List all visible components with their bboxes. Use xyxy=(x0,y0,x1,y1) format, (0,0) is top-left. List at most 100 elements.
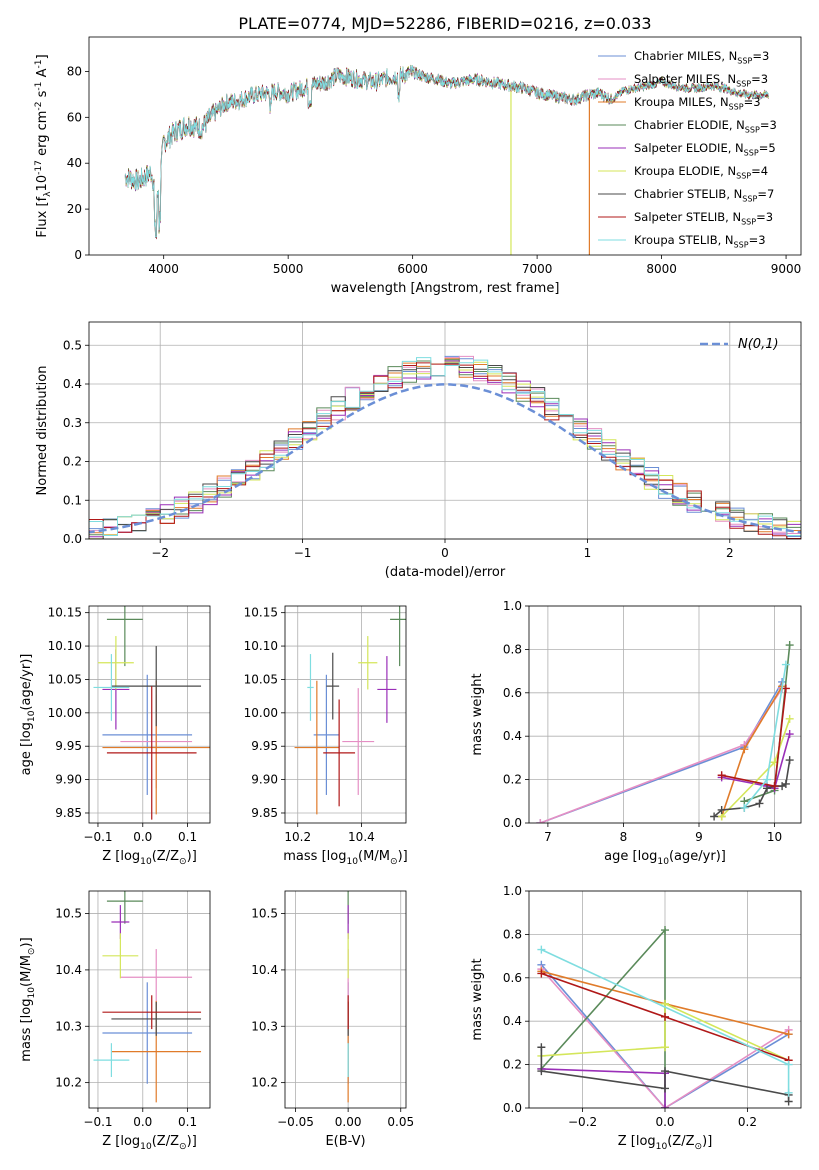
x-axis-label: (data-model)/error xyxy=(385,565,506,580)
weight-marker xyxy=(537,1067,546,1076)
y-tick-label: 1.0 xyxy=(503,599,522,613)
x-tick-label: 10.2 xyxy=(284,830,311,844)
y-tick-label: 0.6 xyxy=(503,686,522,700)
weight-line xyxy=(541,1068,666,1108)
y-tick-label: 10.2 xyxy=(55,1076,82,1090)
y-tick-label: 9.95 xyxy=(251,739,278,753)
y-tick-label: 0.2 xyxy=(503,773,522,787)
x-tick-label: 0.2 xyxy=(738,1115,757,1129)
y-tick-label: 9.85 xyxy=(251,806,278,820)
plot-area xyxy=(294,606,406,815)
weight-marker xyxy=(537,969,546,978)
y-tick-label: 0.4 xyxy=(63,377,82,391)
x-tick-label: 0.1 xyxy=(178,1115,197,1129)
weight-marker xyxy=(717,771,726,780)
x-tick-label: 0.05 xyxy=(387,1115,414,1129)
y-tick-label: 0.0 xyxy=(63,532,82,546)
chart-weight_vs_Z: −0.2 0.0 0.2 0.0 0.2 0.4 0.6 0.8 1.0 Z [log10​(Z/… xyxy=(470,884,802,1152)
x-tick-label: 4000 xyxy=(148,262,179,276)
y-tick-label: 10.05 xyxy=(244,672,278,686)
y-tick-label: 0 xyxy=(74,248,82,262)
legend: Chabrier MILES, NSSP​=3 Salpeter MILES, N… xyxy=(598,49,777,249)
y-tick-label: 9.85 xyxy=(55,806,82,820)
y-tick-label: 0.1 xyxy=(63,493,82,507)
y-tick-label: 10.5 xyxy=(251,907,278,921)
x-tick-label: 2 xyxy=(726,546,734,560)
chart-residuals: −2 −1 0 1 2 0.0 0.1 0.2 0.3 0.4 0.5 (data-model)/er… xyxy=(35,321,802,580)
y-tick-label: 0.2 xyxy=(503,1058,522,1072)
axes-frame xyxy=(88,321,802,540)
y-tick-label: 0.8 xyxy=(503,927,522,941)
y-tick-label: 9.90 xyxy=(251,773,278,787)
y-tick-label: 0.4 xyxy=(503,1014,522,1028)
weight-marker xyxy=(763,784,771,793)
weight-marker xyxy=(785,714,794,723)
x-tick-label: 9 xyxy=(695,830,703,844)
weight-marker xyxy=(763,775,771,784)
y-tick-label: 9.90 xyxy=(55,773,82,787)
x-tick-label: −0.2 xyxy=(568,1115,597,1129)
x-axis-label: Z [log10​(Z/Z⊙​)] xyxy=(102,1134,197,1152)
x-tick-label: 9000 xyxy=(771,262,802,276)
y-tick-label: 10.15 xyxy=(244,606,278,620)
weight-marker xyxy=(785,730,794,739)
plot-area xyxy=(537,926,793,1108)
weight-marker xyxy=(784,1060,793,1069)
y-axis-label: mass weight xyxy=(470,673,485,755)
weight-marker xyxy=(770,782,779,791)
x-tick-label: 10.4 xyxy=(348,830,375,844)
x-axis-label: E(B-V) xyxy=(325,1134,365,1149)
y-tick-label: 0.5 xyxy=(63,338,82,352)
x-tick-label: 10 xyxy=(767,830,782,844)
weight-line xyxy=(540,964,790,1108)
y-tick-label: 1.0 xyxy=(503,884,522,898)
axes-frame xyxy=(284,890,407,1109)
spectrum-series-line xyxy=(124,65,769,239)
weight-marker xyxy=(740,803,749,812)
legend-label: Kroupa ELODIE, NSSP​=4 xyxy=(634,164,768,180)
y-tick-label: 0.3 xyxy=(63,416,82,430)
x-tick-label: 0.1 xyxy=(178,830,197,844)
y-axis-label: Flux [fλ​10-17​ erg cm-2​ s-1​ A-1​] xyxy=(34,54,53,237)
x-tick-label: −0.05 xyxy=(277,1115,314,1129)
y-tick-label: 0.2 xyxy=(63,455,82,469)
y-tick-label: 0.4 xyxy=(503,729,522,743)
x-tick-label: 8 xyxy=(620,830,628,844)
plot-area xyxy=(93,606,210,820)
y-tick-label: 10.10 xyxy=(48,639,82,653)
y-tick-label: 60 xyxy=(67,110,82,124)
plot-area xyxy=(89,355,801,539)
axes-frame xyxy=(88,36,802,256)
weight-line xyxy=(721,718,791,818)
y-tick-label: 10.5 xyxy=(55,907,82,921)
y-tick-label: 10.4 xyxy=(55,963,82,977)
axes-frame xyxy=(284,605,407,824)
y-tick-label: 10.4 xyxy=(251,963,278,977)
weight-marker xyxy=(537,1043,546,1052)
y-tick-label: 10.00 xyxy=(48,706,82,720)
weight-marker xyxy=(755,799,764,808)
weight-marker xyxy=(785,641,794,650)
figure-title: PLATE=0774, MJD=52286, FIBERID=0216, z=0… xyxy=(238,14,651,33)
x-tick-label: 7000 xyxy=(522,262,553,276)
chart-mass_vs_EBV: −0.05 0.00 0.05 10.2 10.3 10.4 10.5 E(B-V) xyxy=(251,890,414,1149)
y-tick-label: 0.6 xyxy=(503,971,522,985)
x-tick-label: −1 xyxy=(294,546,312,560)
x-axis-label: Z [log10​(Z/Z⊙​)] xyxy=(102,849,197,867)
weight-marker xyxy=(781,779,790,788)
x-tick-label: −2 xyxy=(151,546,169,560)
weight-line xyxy=(540,927,666,1108)
y-tick-label: 10.2 xyxy=(251,1076,278,1090)
normal-curve xyxy=(89,383,801,534)
legend-label: Chabrier ELODIE, NSSP​=3 xyxy=(634,118,777,134)
y-tick-label: 10.3 xyxy=(251,1019,278,1033)
chart-spectrum: 4000 5000 6000 7000 8000 9000 0 20 40 60 80 wavelen… xyxy=(34,36,802,296)
y-tick-label: 10.00 xyxy=(244,706,278,720)
chart-mass_vs_Z: −0.1 0.0 0.1 10.2 10.3 10.4 10.5 Z [log10​(Z/Z⊙… xyxy=(19,890,211,1152)
y-tick-label: 0.0 xyxy=(503,816,522,830)
weight-marker xyxy=(784,1030,793,1039)
x-tick-label: 5000 xyxy=(273,262,304,276)
plot-area xyxy=(124,64,769,255)
weight-marker xyxy=(784,1088,793,1097)
histogram-kroupa-stelib xyxy=(89,357,801,536)
